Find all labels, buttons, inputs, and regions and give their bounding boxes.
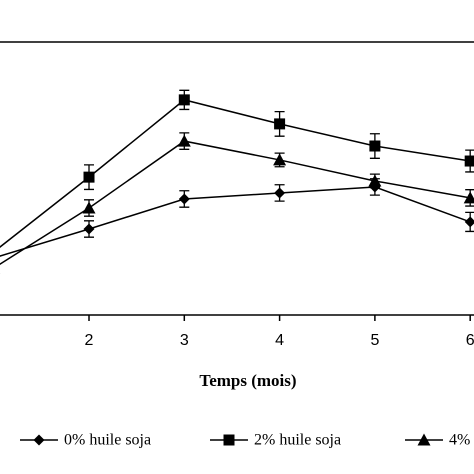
series-line: [0, 99, 471, 248]
data-point: [83, 223, 95, 235]
plot-area: [0, 89, 474, 274]
x-tick-label: 5: [370, 332, 379, 349]
data-point: [83, 171, 95, 183]
data-point: [178, 193, 190, 205]
data-point: [464, 216, 474, 228]
series-line: [0, 140, 471, 265]
data-point: [464, 155, 474, 167]
data-point: [463, 191, 474, 204]
legend-label: 0% huile soja: [64, 432, 151, 449]
legend-marker: [417, 433, 431, 446]
x-tick-label: 6: [466, 332, 474, 349]
data-point: [274, 118, 286, 130]
data-point: [273, 153, 287, 166]
series-line: [0, 186, 471, 257]
data-point: [82, 201, 96, 214]
data-point: [274, 187, 286, 199]
data-point: [177, 134, 191, 147]
x-tick-label: 4: [275, 332, 284, 349]
legend-label: 2% huile soja: [254, 432, 341, 449]
legend-marker: [223, 434, 235, 446]
x-tick-label: 2: [85, 332, 94, 349]
x-axis-label: Temps (mois): [199, 371, 296, 390]
data-point: [178, 94, 190, 106]
data-point: [369, 140, 381, 152]
data-point: [368, 174, 382, 187]
legend-marker: [33, 434, 45, 446]
legend-label: 4% huile soja: [449, 432, 474, 449]
x-tick-label: 3: [180, 332, 189, 349]
